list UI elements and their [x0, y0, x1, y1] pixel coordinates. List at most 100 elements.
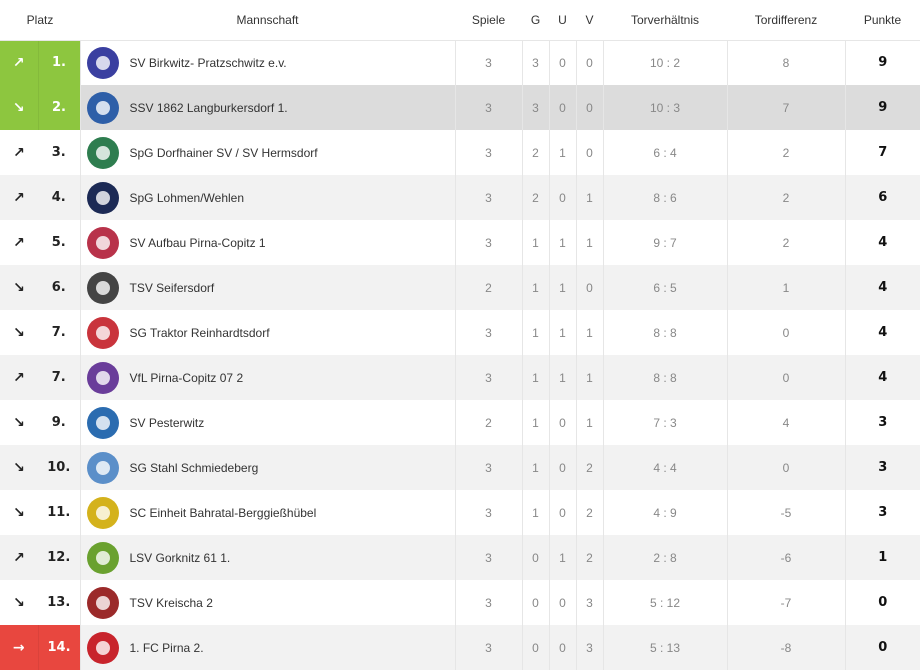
trend-down-icon: ↘: [0, 265, 38, 310]
table-row[interactable]: ↗ 12. LSV Gorknitz 61 1. 3 0 1 2 2 : 8 -…: [0, 535, 920, 580]
header-platz[interactable]: Platz: [0, 0, 80, 41]
team-cell[interactable]: SC Einheit Bahratal-Berggießhübel: [79, 490, 455, 535]
rank: 7.: [51, 325, 66, 340]
rank: 3.: [51, 145, 66, 160]
team-cell[interactable]: SpG Dorfhainer SV / SV Hermsdorf: [79, 130, 455, 175]
draws: 1: [548, 220, 576, 265]
table-row[interactable]: → 14. 1. FC Pirna 2. 3 0 0 3 5 : 13 -8 0: [0, 625, 920, 670]
table-row[interactable]: ↗ 4. SpG Lohmen/Wehlen 3 2 0 1 8 : 6 2 6: [0, 175, 920, 220]
goal-ratio: 2 : 8: [602, 535, 727, 580]
draws: 1: [548, 355, 576, 400]
trend-up-icon: ↗: [13, 144, 25, 161]
table-row[interactable]: ↗ 1. SV Birkwitz- Pratzschwitz e.v. 3 3 …: [0, 40, 920, 85]
header-spiele[interactable]: Spiele: [455, 0, 522, 41]
team-name[interactable]: LSV Gorknitz 61 1.: [129, 550, 231, 565]
team-logo-icon: [86, 451, 119, 484]
games-played: 3: [454, 625, 522, 670]
points: 6: [844, 175, 920, 220]
rank: 6.: [38, 265, 80, 310]
team-name[interactable]: SG Stahl Schmiedeberg: [129, 460, 259, 475]
team-logo-icon: [86, 631, 119, 664]
header-g[interactable]: G: [522, 0, 549, 41]
goal-difference: 2: [726, 130, 845, 175]
team-name[interactable]: SV Aufbau Pirna-Copitz 1: [129, 235, 266, 250]
goal-difference: 2: [726, 220, 845, 265]
table-row[interactable]: ↘ 13. TSV Kreischa 2 3 0 0 3 5 : 12 -7 0: [0, 580, 920, 625]
header-v[interactable]: V: [576, 0, 603, 41]
team-logo-icon: [86, 136, 119, 169]
team-name[interactable]: VfL Pirna-Copitz 07 2: [129, 370, 244, 385]
games-played: 3: [454, 220, 522, 265]
team-cell[interactable]: VfL Pirna-Copitz 07 2: [79, 355, 455, 400]
goal-ratio: 7 : 3: [602, 400, 727, 445]
trend-up-icon: ↗: [0, 355, 38, 400]
table-row[interactable]: ↘ 6. TSV Seifersdorf 2 1 1 0 6 : 5 1 4: [0, 265, 920, 310]
rank: 1.: [37, 40, 80, 85]
team-cell[interactable]: SG Stahl Schmiedeberg: [79, 445, 455, 490]
table-row[interactable]: ↘ 11. SC Einheit Bahratal-Berggießhübel …: [0, 490, 920, 535]
team-cell[interactable]: LSV Gorknitz 61 1.: [79, 535, 455, 580]
draws: 1: [548, 265, 576, 310]
points: 3: [844, 490, 920, 535]
team-cell[interactable]: SV Birkwitz- Pratzschwitz e.v.: [79, 40, 455, 85]
goal-ratio: 10 : 3: [602, 85, 727, 130]
team-cell[interactable]: TSV Seifersdorf: [79, 265, 455, 310]
trend-down-icon: ↘: [13, 414, 25, 431]
goal-difference: 0: [726, 355, 845, 400]
rank: 4.: [38, 175, 80, 220]
points: 9: [844, 40, 920, 85]
wins: 0: [521, 580, 549, 625]
table-row[interactable]: ↗ 5. SV Aufbau Pirna-Copitz 1 3 1 1 1 9 …: [0, 220, 920, 265]
points: 4: [844, 310, 920, 355]
rank: 5.: [51, 235, 66, 250]
header-u[interactable]: U: [549, 0, 576, 41]
team-name[interactable]: SC Einheit Bahratal-Berggießhübel: [129, 505, 317, 520]
draws: 1: [548, 310, 576, 355]
header-mannschaft[interactable]: Mannschaft: [80, 0, 455, 41]
table-row[interactable]: ↘ 2. SSV 1862 Langburkersdorf 1. 3 3 0 0…: [0, 85, 920, 130]
team-name[interactable]: SV Pesterwitz: [129, 415, 205, 430]
points: 3: [844, 400, 920, 445]
team-cell[interactable]: SV Aufbau Pirna-Copitz 1: [79, 220, 455, 265]
draws: 1: [548, 535, 576, 580]
team-cell[interactable]: TSV Kreischa 2: [79, 580, 455, 625]
table-row[interactable]: ↘ 10. SG Stahl Schmiedeberg 3 1 0 2 4 : …: [0, 445, 920, 490]
rank: 13.: [47, 595, 71, 610]
draws: 1: [548, 130, 576, 175]
team-cell[interactable]: SSV 1862 Langburkersdorf 1.: [79, 85, 455, 130]
header-torverhaeltnis[interactable]: Torverhältnis: [603, 0, 727, 41]
team-name[interactable]: SpG Lohmen/Wehlen: [129, 190, 245, 205]
wins: 2: [521, 175, 549, 220]
team-name[interactable]: SV Birkwitz- Pratzschwitz e.v.: [129, 55, 287, 70]
wins: 3: [521, 85, 549, 130]
team-cell[interactable]: SV Pesterwitz: [79, 400, 455, 445]
team-name[interactable]: SG Traktor Reinhardtsdorf: [129, 325, 270, 340]
wins: 1: [521, 400, 549, 445]
goal-ratio: 5 : 13: [602, 625, 727, 670]
losses: 0: [575, 40, 603, 85]
team-name[interactable]: TSV Seifersdorf: [129, 280, 215, 295]
goal-difference: 2: [726, 175, 845, 220]
team-name[interactable]: SSV 1862 Langburkersdorf 1.: [129, 100, 288, 115]
goal-ratio: 8 : 8: [602, 355, 727, 400]
header-punkte[interactable]: Punkte: [845, 0, 920, 41]
team-logo-icon: [86, 541, 119, 574]
team-name[interactable]: 1. FC Pirna 2.: [129, 640, 204, 655]
table-row[interactable]: ↘ 7. SG Traktor Reinhardtsdorf 3 1 1 1 8…: [0, 310, 920, 355]
goal-difference: 7: [726, 85, 845, 130]
table-row[interactable]: ↗ 3. SpG Dorfhainer SV / SV Hermsdorf 3 …: [0, 130, 920, 175]
losses: 2: [575, 445, 603, 490]
team-cell[interactable]: 1. FC Pirna 2.: [79, 625, 455, 670]
games-played: 3: [454, 310, 522, 355]
team-cell[interactable]: SpG Lohmen/Wehlen: [79, 175, 455, 220]
header-tordifferenz[interactable]: Tordifferenz: [727, 0, 845, 41]
wins: 2: [521, 130, 549, 175]
games-played: 3: [454, 355, 522, 400]
team-cell[interactable]: SG Traktor Reinhardtsdorf: [79, 310, 455, 355]
team-name[interactable]: SpG Dorfhainer SV / SV Hermsdorf: [129, 145, 318, 160]
games-played: 3: [454, 40, 522, 85]
goal-ratio: 6 : 4: [602, 130, 727, 175]
team-name[interactable]: TSV Kreischa 2: [129, 595, 213, 610]
table-row[interactable]: ↗ 7. VfL Pirna-Copitz 07 2 3 1 1 1 8 : 8…: [0, 355, 920, 400]
table-row[interactable]: ↘ 9. SV Pesterwitz 2 1 0 1 7 : 3 4 3: [0, 400, 920, 445]
